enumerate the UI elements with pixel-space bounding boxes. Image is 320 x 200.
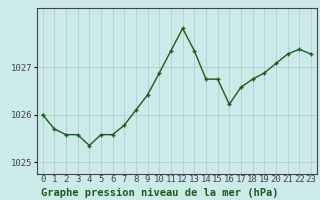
Text: Graphe pression niveau de la mer (hPa): Graphe pression niveau de la mer (hPa) bbox=[41, 188, 279, 198]
